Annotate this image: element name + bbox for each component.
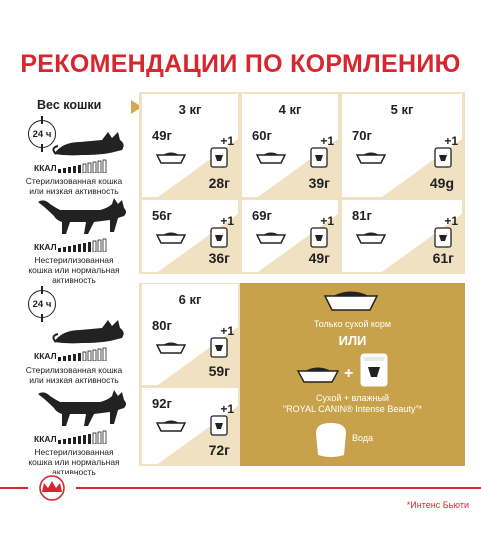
plus-one-label: +1 — [220, 214, 234, 228]
pouch-icon — [434, 147, 452, 168]
clock-24h-icon: 24 ч — [28, 286, 56, 322]
dry-portion: 70г — [352, 128, 372, 143]
plus-sign: + — [344, 365, 354, 382]
pouch-icon — [210, 147, 228, 168]
plus-one-label: +1 — [220, 402, 234, 416]
wet-portion: 49g — [429, 175, 454, 191]
kcal-label: ККАЛ — [34, 434, 57, 444]
activity-bars-normal — [58, 430, 107, 444]
pouch-icon — [210, 227, 228, 248]
pouch-icon — [434, 227, 452, 248]
pouch-icon — [310, 147, 328, 168]
bowl-icon — [156, 232, 186, 244]
cat-standing-icon — [38, 198, 126, 234]
wet-portion: 61г — [432, 250, 454, 266]
kcal-label: ККАЛ — [34, 242, 57, 252]
royal-canin-crown-logo — [28, 474, 76, 502]
dry-portion: 56г — [152, 208, 172, 223]
portion-cell: 69г +1 49г — [242, 200, 338, 272]
wet-portion: 59г — [208, 363, 230, 379]
activity-label-low: Стерилизованная кошка или низкая активно… — [25, 365, 123, 385]
dry-portion: 80г — [152, 318, 172, 333]
bowl-icon — [156, 152, 186, 164]
plus-one-label: +1 — [320, 134, 334, 148]
kcal-label: ККАЛ — [34, 163, 57, 173]
plus-one-label: +1 — [220, 134, 234, 148]
weight-header-3kg: 3 кг — [142, 94, 238, 124]
weight-header-5kg: 5 кг — [342, 94, 462, 124]
bowl-icon — [256, 232, 286, 244]
bowl-icon — [323, 291, 379, 311]
bowl-icon — [356, 152, 386, 164]
cat-standing-icon — [38, 390, 126, 426]
dry-portion: 92г — [152, 396, 172, 411]
wet-portion: 72г — [208, 442, 230, 458]
kcal-label: ККАЛ — [34, 351, 57, 361]
plus-one-label: +1 — [220, 324, 234, 338]
portion-cell: 49г +1 28г — [142, 120, 238, 197]
pouch-icon — [210, 337, 228, 358]
activity-label-normal: Нестерилизованная кошка или нормальная а… — [28, 447, 120, 477]
weight-header-4kg: 4 кг — [242, 94, 338, 124]
portion-cell: 92г +1 72г — [142, 388, 238, 464]
activity-bars-normal — [58, 238, 107, 252]
portion-cell: 81г +1 61г — [342, 200, 462, 272]
weight-header-6kg: 6 кг — [142, 284, 238, 314]
bowl-icon — [296, 367, 340, 383]
activity-bars-low — [58, 159, 107, 173]
legend-dry-wet-line2: "ROYAL CANIN® Intense Beauty"* — [282, 404, 423, 414]
pouch-icon — [210, 415, 228, 436]
pouch-icon — [360, 353, 388, 387]
pouch-icon — [310, 227, 328, 248]
wet-portion: 39г — [308, 175, 330, 191]
plus-one-label: +1 — [320, 214, 334, 228]
dry-portion: 81г — [352, 208, 372, 223]
wet-portion: 28г — [208, 175, 230, 191]
cat-lying-icon — [52, 320, 124, 344]
footer-divider — [0, 487, 481, 489]
footnote: *Интенс Бьюти — [406, 500, 469, 510]
legend-dry-wet-line1: Сухой + влажный — [315, 393, 389, 403]
activity-label-low: Стерилизованная кошка или низкая активно… — [25, 176, 123, 196]
cat-weight-label: Вес кошки — [37, 98, 102, 112]
bowl-icon — [256, 152, 286, 164]
dry-portion: 60г — [252, 128, 272, 143]
bowl-icon — [156, 420, 186, 432]
portion-cell: 70г +1 49g — [342, 120, 462, 197]
clock-24h-icon: 24 ч — [28, 116, 56, 152]
portion-cell: 56г +1 36г — [142, 200, 238, 272]
dry-portion: 69г — [252, 208, 272, 223]
wet-portion: 36г — [208, 250, 230, 266]
legend-panel: Только сухой корм ИЛИ + Сухой + влажный … — [240, 283, 465, 466]
legend-dry-only: Только сухой корм — [313, 319, 392, 329]
activity-bars-low — [58, 347, 107, 361]
wet-portion: 49г — [308, 250, 330, 266]
activity-label-normal: Нестерилизованная кошка или нормальная а… — [28, 255, 120, 285]
plus-one-label: +1 — [444, 134, 458, 148]
page-title: РЕКОМЕНДАЦИИ ПО КОРМЛЕНИЮ — [20, 50, 461, 78]
water-bowl-icon — [316, 423, 346, 457]
portion-cell: 60г +1 39г — [242, 120, 338, 197]
cat-lying-icon — [52, 132, 124, 156]
arrow-right-icon — [131, 100, 142, 114]
plus-one-label: +1 — [444, 214, 458, 228]
legend-water: Вода — [352, 433, 374, 443]
legend-or: ИЛИ — [338, 333, 367, 348]
portion-cell: 80г +1 59г — [142, 310, 238, 385]
bowl-icon — [156, 342, 186, 354]
bowl-icon — [356, 232, 386, 244]
dry-portion: 49г — [152, 128, 172, 143]
